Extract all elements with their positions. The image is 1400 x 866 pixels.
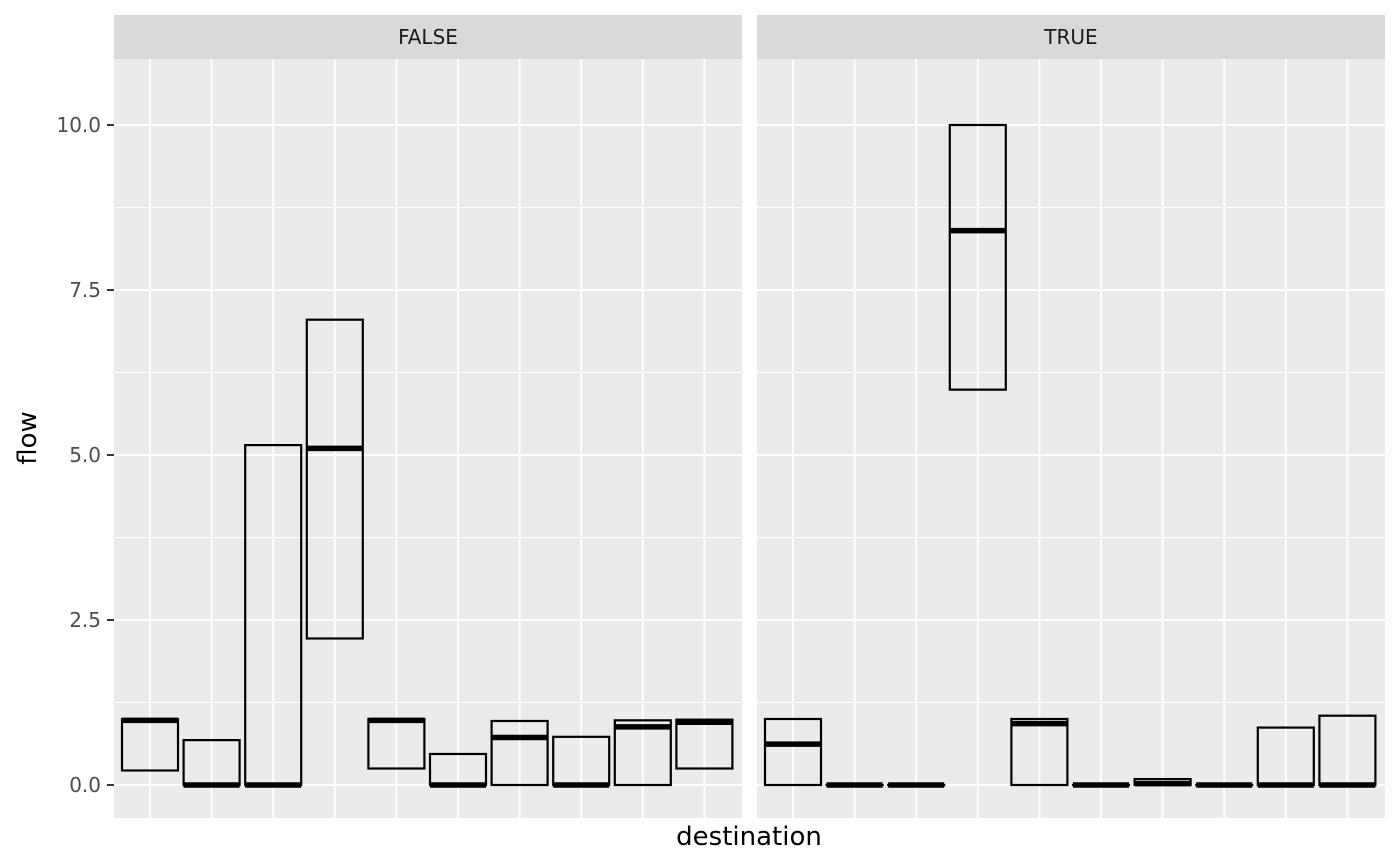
crossbar-box xyxy=(948,123,1007,391)
y-tick-label: 5.0 xyxy=(69,443,101,467)
axis-layer: 0.0 2.5 5.0 7.5 10.0 xyxy=(56,113,114,797)
crossbar-box xyxy=(763,717,823,787)
crossbar-box xyxy=(613,719,672,787)
y-tick-label: 2.5 xyxy=(69,608,101,632)
panel-background xyxy=(114,59,742,818)
panel-background xyxy=(757,59,1385,818)
crossbar-box xyxy=(490,719,549,787)
y-tick-label: 10.0 xyxy=(56,113,101,137)
crossbar-box xyxy=(305,318,364,640)
facet-strip xyxy=(114,15,742,59)
grid-layer: FALSE TRUE xyxy=(114,15,1385,818)
crossbar-layer xyxy=(120,123,1377,788)
crossbar-box xyxy=(1010,717,1069,787)
facet-strip-label: TRUE xyxy=(1043,25,1097,49)
facet-strip-label: FALSE xyxy=(398,25,458,49)
facet-strip xyxy=(757,15,1385,59)
x-axis-title: destination xyxy=(676,822,822,852)
y-tick-label: 0.0 xyxy=(69,773,101,797)
y-tick-label: 7.5 xyxy=(69,278,101,302)
y-axis-title: flow xyxy=(13,411,43,465)
